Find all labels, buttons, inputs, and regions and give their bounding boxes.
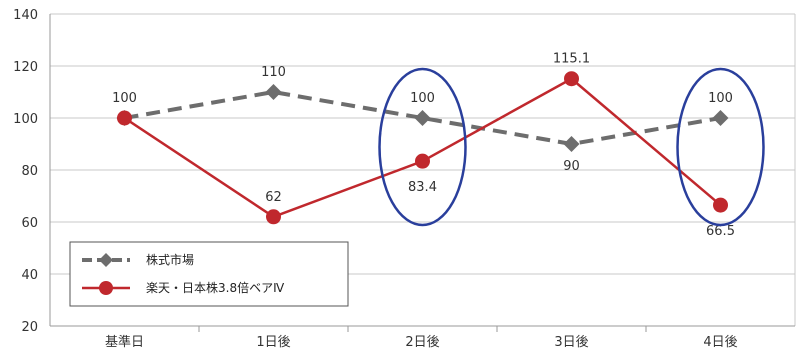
highlight-ellipse-1 bbox=[676, 67, 765, 227]
legend-marker-diamond bbox=[99, 253, 113, 267]
data-label: 110 bbox=[261, 65, 286, 80]
legend-label-1: 楽天・日本株3.8倍ベアⅣ bbox=[146, 280, 284, 295]
highlight-ellipse-0 bbox=[378, 67, 467, 227]
point-circle-1 bbox=[266, 209, 281, 225]
series-line-0 bbox=[124, 90, 721, 146]
point-circle-3 bbox=[564, 71, 579, 87]
legend-label-0: 株式市場 bbox=[146, 252, 194, 267]
point-diamond-1 bbox=[265, 84, 282, 100]
x-tick-label: 基準日 bbox=[105, 334, 144, 350]
point-circle-0 bbox=[117, 110, 132, 126]
point-circle-2 bbox=[415, 153, 430, 169]
point-diamond-3 bbox=[563, 136, 580, 152]
y-tick-label: 100 bbox=[13, 112, 38, 127]
x-tick-label: 2日後 bbox=[405, 335, 439, 350]
data-label: 100 bbox=[410, 91, 435, 106]
y-tick-label: 20 bbox=[21, 320, 38, 335]
data-label: 100 bbox=[112, 91, 137, 106]
y-tick-label: 40 bbox=[21, 268, 38, 283]
point-diamond-4 bbox=[712, 110, 729, 126]
y-tick-label: 60 bbox=[21, 216, 38, 231]
data-label: 115.1 bbox=[553, 52, 590, 67]
data-label: 62 bbox=[265, 190, 282, 205]
x-tick-label: 1日後 bbox=[256, 335, 290, 350]
y-tick-label: 80 bbox=[21, 164, 38, 179]
y-tick-label: 140 bbox=[13, 8, 38, 23]
data-label: 83.4 bbox=[408, 180, 437, 195]
legend-marker-circle bbox=[99, 281, 113, 295]
data-label: 66.5 bbox=[706, 224, 735, 239]
point-circle-4 bbox=[713, 197, 728, 213]
y-tick-label: 120 bbox=[13, 60, 38, 75]
data-label: 100 bbox=[708, 91, 733, 106]
data-label: 90 bbox=[563, 159, 580, 174]
x-tick-label: 4日後 bbox=[703, 335, 737, 350]
legend-box bbox=[69, 241, 349, 307]
x-tick-label: 3日後 bbox=[554, 335, 588, 350]
point-diamond-2 bbox=[414, 110, 431, 126]
highlight-layer bbox=[378, 67, 765, 227]
axis-layer: 20 40 60 80 100 120 140 基準日 1日後 2日後 3日後 4日後 bbox=[13, 8, 796, 350]
series-layer bbox=[116, 71, 729, 225]
data-label-layer: 100 110 100 90 100 62 83.4 115.1 66.5 bbox=[112, 52, 735, 239]
